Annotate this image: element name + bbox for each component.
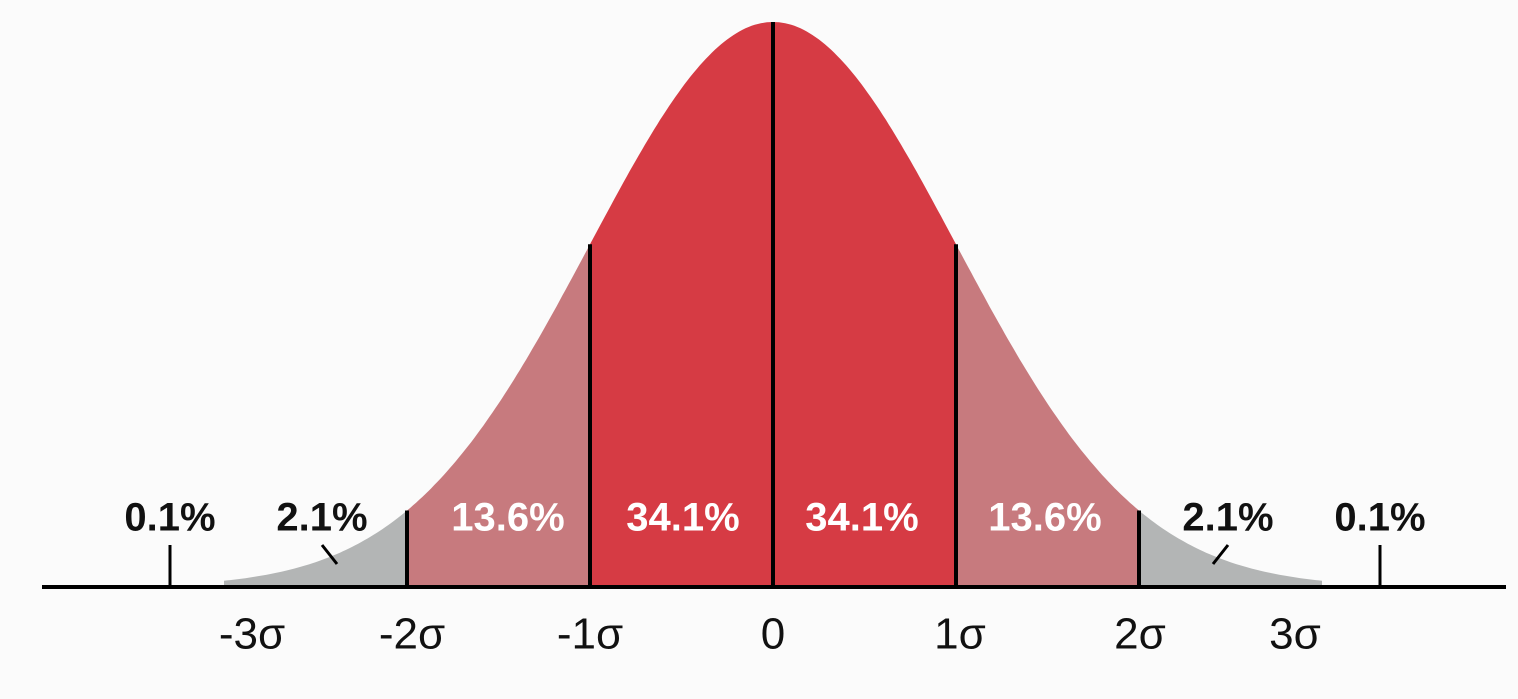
axis-label: -1σ [557,610,623,659]
region-label: 2.1% [1182,496,1273,540]
divider-lines [405,22,1141,587]
region-fill [590,22,773,587]
region-label: 13.6% [988,496,1101,540]
axis-label: 3σ [1269,610,1321,659]
region-fill [773,22,956,587]
axis-label: -2σ [379,610,445,659]
axis-label: -3σ [219,610,285,659]
leader-line [320,544,339,565]
region-label: 13.6% [451,496,564,540]
region-fill [224,510,407,587]
region-fill [1139,510,1322,587]
region-fill [956,244,1139,588]
axis-label: 1σ [934,610,986,659]
region-label: 34.1% [805,496,918,540]
labels: 0.1% 2.1% 13.6% 34.1% 34.1% 13.6% 2.1% 0.1% -3σ -… [124,496,1425,659]
region-label: 0.1% [124,496,215,540]
axis-label: 0 [761,610,785,659]
curve-regions [224,22,1322,588]
axis-label: 2σ [1114,610,1166,659]
leader-line [1211,544,1230,565]
region-fill [407,244,590,588]
region-label: 0.1% [1334,496,1425,540]
region-label: 2.1% [276,496,367,540]
region-label: 34.1% [626,496,739,540]
